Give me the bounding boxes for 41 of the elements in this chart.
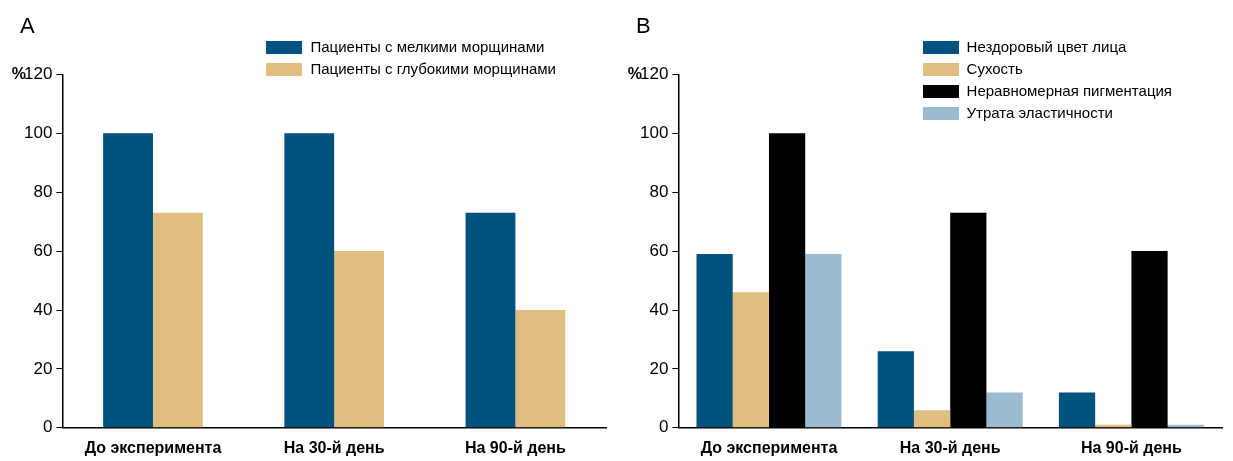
bar — [913, 410, 951, 428]
bar — [696, 254, 733, 428]
bar — [465, 212, 516, 428]
y-tick-label: 40 — [649, 299, 669, 319]
bar — [877, 351, 914, 428]
bar — [334, 251, 385, 428]
y-axis-title: % — [627, 64, 642, 82]
y-axis-title: % — [11, 64, 26, 82]
x-tick-label: На 30-й день — [899, 438, 1001, 456]
bar — [805, 254, 842, 428]
y-tick-label: 20 — [649, 358, 669, 378]
y-tick-label: 100 — [23, 122, 53, 142]
bar — [986, 392, 1023, 428]
x-tick-label: На 30-й день — [283, 438, 385, 456]
legend-label: Утрата эластичности — [966, 103, 1113, 123]
y-tick-label: 0 — [658, 417, 669, 437]
y-tick-label: 80 — [33, 181, 53, 201]
y-tick-label: 0 — [42, 417, 53, 437]
x-tick-label: До эксперимента — [84, 438, 222, 456]
bar — [284, 133, 335, 428]
y-tick-label: 100 — [639, 122, 669, 142]
chart-title: A — [20, 13, 35, 39]
x-tick-label: До эксперимента — [700, 438, 838, 456]
bar — [1058, 392, 1096, 428]
legend-label: Сухость — [966, 59, 1023, 79]
x-tick-label: На 90-й день — [464, 438, 566, 456]
y-tick-label: 40 — [33, 299, 53, 319]
bar — [152, 212, 203, 428]
bar — [732, 292, 769, 428]
bar — [515, 310, 566, 428]
legend-label: Пациенты с глубокими морщинами — [310, 59, 556, 79]
legend-label: Нездоровый цвет лица — [966, 37, 1127, 57]
legend-label: Неравномерная пигментация — [966, 81, 1172, 101]
y-tick-label: 80 — [649, 181, 669, 201]
y-tick-label: 60 — [33, 240, 53, 260]
y-tick-label: 60 — [649, 240, 669, 260]
legend-label: Пациенты с мелкими морщинами — [310, 37, 545, 57]
y-tick-label: 20 — [33, 358, 53, 378]
x-tick-label: На 90-й день — [1080, 438, 1182, 456]
bar — [103, 133, 153, 428]
chart-title: B — [636, 13, 651, 39]
